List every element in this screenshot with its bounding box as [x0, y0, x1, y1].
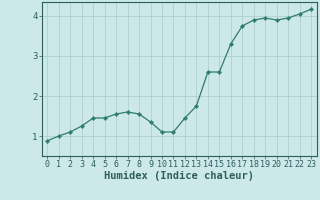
- X-axis label: Humidex (Indice chaleur): Humidex (Indice chaleur): [104, 171, 254, 181]
